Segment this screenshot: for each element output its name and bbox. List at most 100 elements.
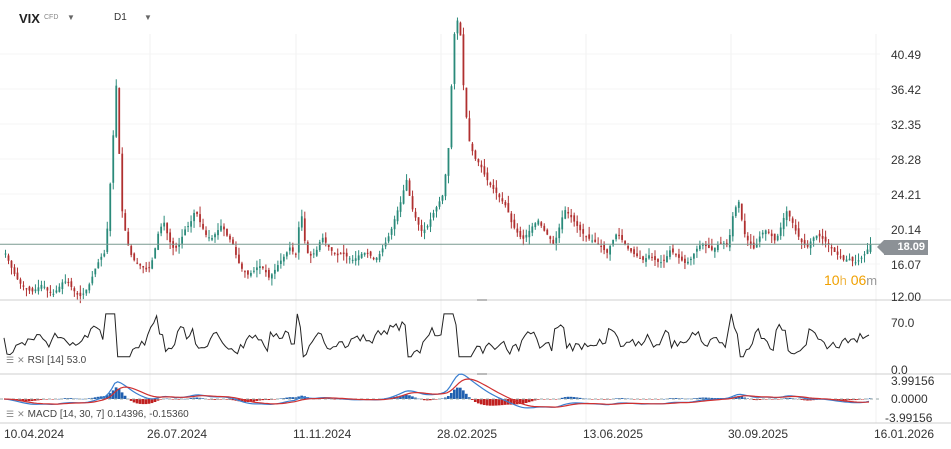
- candle-body: [588, 234, 591, 239]
- candle-body: [154, 248, 157, 259]
- candle-body: [666, 256, 668, 263]
- date-axis-label: 11.11.2024: [293, 427, 352, 441]
- candle-body: [157, 233, 160, 250]
- candle-body: [217, 230, 219, 236]
- candle-body: [70, 281, 73, 287]
- close-icon[interactable]: ✕: [17, 355, 25, 365]
- candle-body: [4, 253, 7, 255]
- candle-body: [363, 252, 366, 255]
- macd-histogram-bar: [147, 399, 151, 404]
- candle-body: [609, 246, 612, 255]
- candle-body: [651, 256, 653, 258]
- candle-body: [519, 230, 522, 237]
- pane-resize-handle-rsi[interactable]: [477, 299, 487, 301]
- macd-histogram-bar: [710, 397, 714, 399]
- candle-body: [196, 211, 198, 214]
- symbol-name[interactable]: VIX: [19, 11, 40, 26]
- candle-body: [573, 215, 576, 222]
- candle-body: [399, 202, 402, 212]
- candle-body: [851, 256, 854, 262]
- macd-histogram-bar: [566, 396, 570, 399]
- macd-histogram-bar: [518, 399, 522, 405]
- macd-histogram-bar: [569, 396, 573, 399]
- macd-histogram-bar: [213, 399, 217, 400]
- candle-body: [306, 242, 309, 254]
- macd-histogram-bar: [452, 389, 456, 399]
- candle-body: [740, 203, 743, 220]
- candle-body: [315, 249, 318, 256]
- macd-histogram-bar: [578, 397, 582, 399]
- candle-body: [241, 263, 243, 269]
- candle-body: [860, 257, 863, 259]
- candle-body: [16, 272, 19, 280]
- menu-icon[interactable]: ☰: [6, 409, 15, 419]
- candle-body: [513, 219, 516, 228]
- symbol-dropdown-icon[interactable]: ▼: [67, 13, 75, 22]
- candle-body: [743, 220, 746, 235]
- candle-body: [330, 247, 333, 251]
- candle-body: [351, 259, 354, 261]
- pane-resize-handle-macd[interactable]: [477, 373, 487, 375]
- candle-body: [366, 252, 369, 254]
- candle-body: [118, 88, 121, 154]
- candle-body: [106, 228, 109, 252]
- macd-histogram-bar: [51, 399, 55, 400]
- candle-body: [130, 246, 133, 255]
- price-axis-label: 20.14: [891, 223, 922, 237]
- macd-histogram-bar: [69, 398, 73, 399]
- macd-histogram-bar: [497, 399, 501, 406]
- macd-histogram-bar: [644, 399, 648, 400]
- candle-body: [13, 267, 16, 275]
- candle-body: [178, 243, 180, 247]
- macd-histogram-bar: [458, 387, 462, 399]
- date-axis-label: 26.07.2024: [147, 427, 208, 441]
- timeframe-selector[interactable]: D1: [114, 12, 127, 23]
- macd-histogram-bar: [482, 399, 486, 406]
- macd-histogram-bar: [192, 397, 196, 399]
- candle-body: [297, 227, 300, 253]
- candle-body: [681, 256, 683, 261]
- candle-body: [321, 237, 324, 243]
- candle-body: [704, 244, 707, 247]
- macd-histogram-bar: [563, 397, 567, 399]
- rsi-legend: ☰ ✕ RSI [14] 53.0: [6, 355, 86, 366]
- candle-body: [369, 251, 372, 256]
- close-icon[interactable]: ✕: [17, 409, 25, 419]
- macd-histogram-bar: [656, 399, 660, 400]
- macd-histogram-bar: [572, 397, 576, 399]
- candle-body: [139, 264, 142, 266]
- symbol-type: CFD: [44, 14, 59, 21]
- candle-body: [85, 289, 88, 294]
- macd-histogram-bar: [584, 398, 588, 400]
- macd-histogram-bar: [845, 399, 848, 401]
- macd-histogram-bar: [405, 394, 408, 399]
- candle-body: [411, 196, 414, 210]
- macd-histogram-bar: [491, 399, 495, 406]
- candle-body: [40, 284, 43, 289]
- candle-body: [52, 293, 55, 295]
- candle-body: [636, 253, 638, 257]
- candle-body: [423, 229, 426, 234]
- macd-histogram-bar: [87, 398, 91, 399]
- date-axis-label: 16.01.2026: [874, 427, 935, 441]
- candle-body: [468, 118, 471, 142]
- candle-body: [558, 227, 561, 239]
- macd-histogram-bar: [746, 398, 749, 399]
- candle-body: [393, 219, 396, 230]
- menu-icon[interactable]: ☰: [6, 355, 15, 365]
- candle-body: [591, 240, 594, 242]
- candle-body: [752, 242, 755, 249]
- candle-body: [226, 228, 228, 236]
- macd-histogram-bar: [75, 398, 79, 400]
- macd-axis-label: -3.99156: [885, 411, 933, 425]
- timeframe-dropdown-icon[interactable]: ▼: [144, 13, 152, 22]
- macd-histogram-bar: [680, 398, 684, 399]
- candle-body: [273, 269, 276, 274]
- current-price-tag: 18.09: [877, 240, 928, 255]
- candle-body: [199, 214, 201, 223]
- macd-histogram-bar: [123, 395, 127, 399]
- macd-histogram-bar: [470, 399, 474, 400]
- candle-body: [184, 229, 186, 236]
- macd-histogram-bar: [201, 398, 205, 399]
